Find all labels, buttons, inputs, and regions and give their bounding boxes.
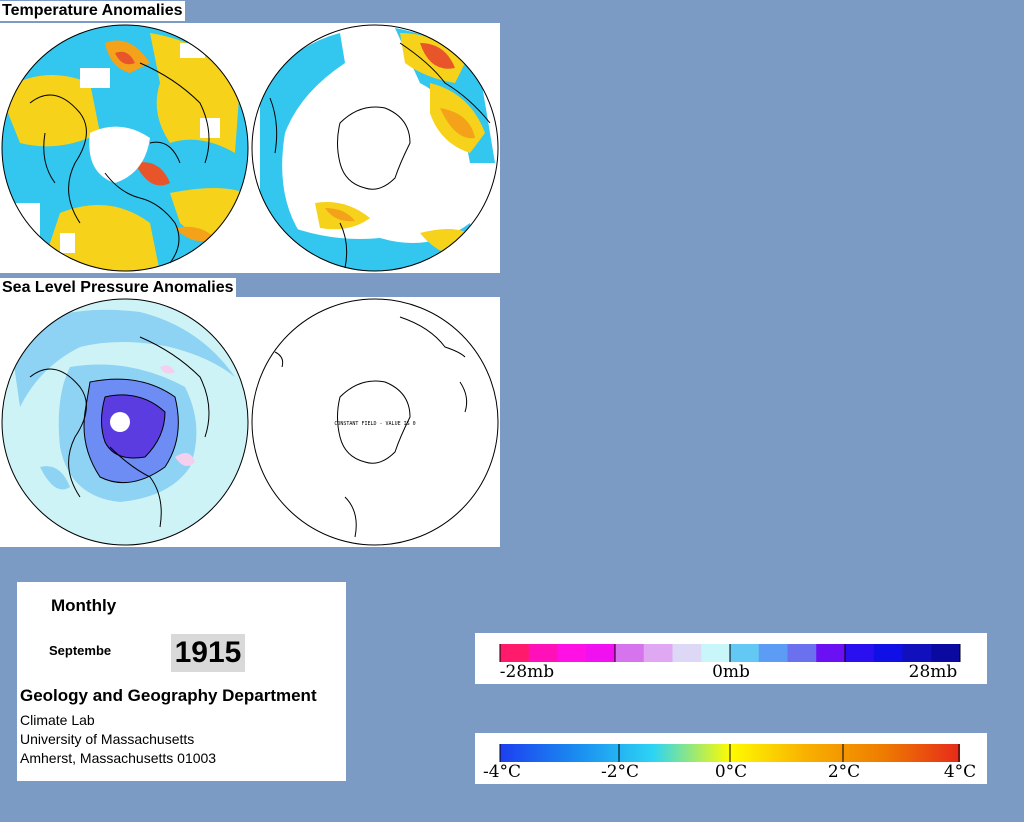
north-pressure-globe <box>2 299 248 545</box>
pressure-legend-segment <box>643 644 673 662</box>
south-temperature-globe <box>252 25 498 271</box>
south-coastlines <box>269 42 491 269</box>
pressure-legend-segment <box>586 644 616 662</box>
month-label: Septembe <box>49 643 112 658</box>
temperature-label-zero: 0°C <box>715 762 747 782</box>
pressure-legend: -28mb 0mb 28mb <box>475 633 987 684</box>
temperature-ticks <box>499 744 960 762</box>
pressure-legend-segment <box>730 644 760 662</box>
south-pressure-coastlines <box>274 316 468 538</box>
pressure-title: Sea Level Pressure Anomalies <box>0 278 236 298</box>
university-line: University of Massachusetts <box>20 731 195 747</box>
address-line: Amherst, Massachusetts 01003 <box>20 750 217 766</box>
pressure-legend-segment <box>931 644 961 662</box>
pressure-legend-segment <box>672 644 702 662</box>
pressure-legend-segment <box>816 644 846 662</box>
pressure-legend-segment <box>615 644 645 662</box>
pressure-legend-segment <box>528 644 558 662</box>
pressure-legend-segment <box>500 644 530 662</box>
period-label: Monthly <box>51 596 117 615</box>
pressure-label-zero: 0mb <box>712 662 750 682</box>
pressure-legend-segment <box>873 644 903 662</box>
pressure-legend-segment <box>557 644 587 662</box>
pressure-label-max: 28mb <box>909 662 958 682</box>
north-coastlines <box>29 62 210 264</box>
year-label: 1915 <box>171 634 245 672</box>
pressure-map-panel: CONSTANT FIELD - VALUE IS 0 <box>0 297 500 547</box>
temperature-label-minus4: -4°C <box>483 762 521 782</box>
department-label: Geology and Geography Department <box>20 686 317 705</box>
info-box: Monthly Septembe 1915 Geology and Geogra… <box>17 582 346 781</box>
pressure-label-min: -28mb <box>500 662 554 682</box>
temperature-legend: -4°C -2°C 0°C 2°C 4°C <box>475 733 987 784</box>
temperature-map-panel <box>0 23 500 273</box>
pressure-legend-segment <box>845 644 875 662</box>
north-temperature-globe <box>2 25 248 271</box>
pressure-legend-segment <box>701 644 731 662</box>
temperature-label-plus4: 4°C <box>944 762 976 782</box>
pressure-legend-segment <box>758 644 788 662</box>
constant-field-note: CONSTANT FIELD - VALUE IS 0 <box>334 421 415 427</box>
pressure-legend-segment <box>787 644 817 662</box>
north-pressure-contours <box>29 336 210 528</box>
pressure-color-bar <box>499 644 961 662</box>
temperature-label-plus2: 2°C <box>828 762 860 782</box>
temperature-label-minus2: -2°C <box>601 762 639 782</box>
lab-line: Climate Lab <box>20 712 95 728</box>
south-pressure-globe <box>251 298 499 546</box>
temperature-title: Temperature Anomalies <box>0 1 185 21</box>
pressure-legend-segment <box>902 644 932 662</box>
